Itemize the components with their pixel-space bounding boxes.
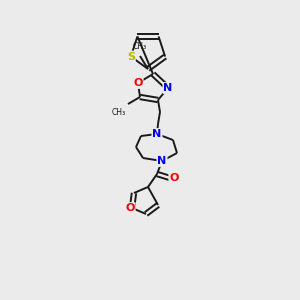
- Text: N: N: [164, 83, 172, 93]
- Text: O: O: [133, 78, 143, 88]
- Text: O: O: [125, 203, 135, 213]
- Text: N: N: [152, 129, 162, 139]
- Text: S: S: [127, 52, 135, 61]
- Text: N: N: [158, 156, 166, 166]
- Text: CH₃: CH₃: [133, 42, 147, 51]
- Text: O: O: [169, 173, 179, 183]
- Text: CH₃: CH₃: [112, 108, 126, 117]
